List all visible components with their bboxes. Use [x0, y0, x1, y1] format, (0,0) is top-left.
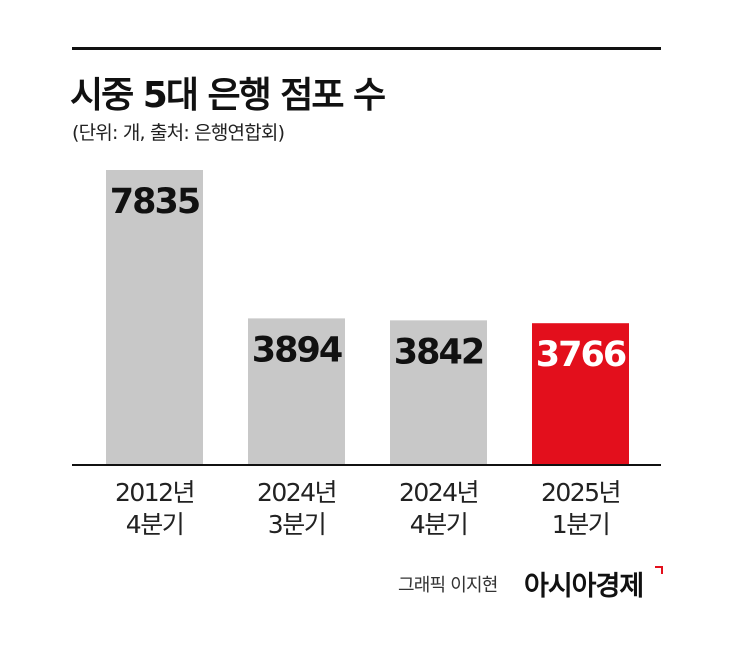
- category-label-line: 4분기: [125, 510, 185, 539]
- bar-2: [390, 320, 487, 465]
- graphic-credit: 그래픽 이지현: [398, 575, 498, 596]
- category-label-3: 2025년 1분기: [511, 477, 651, 541]
- category-label-line: 2024년: [398, 478, 480, 507]
- chart-title: 시중 5대 은행 점포 수: [70, 75, 386, 116]
- category-label-line: 2025년: [540, 478, 622, 507]
- category-label-line: 2024년: [256, 478, 338, 507]
- brand-logo: 아시아경제: [524, 571, 644, 602]
- chart-subtitle: (단위: 개, 출처: 은행연합회): [72, 122, 285, 144]
- category-label-0: 2012년 4분기: [85, 477, 225, 541]
- category-label-2: 2024년 4분기: [369, 477, 509, 541]
- bar-value-label-2: 3842: [394, 332, 483, 372]
- bar-1: [248, 318, 345, 465]
- bar-value-label-0: 7835: [110, 182, 199, 222]
- category-label-line: 4분기: [409, 510, 469, 539]
- category-label-1: 2024년 3분기: [227, 477, 367, 541]
- bar-value-label-1: 3894: [252, 330, 342, 370]
- category-label-line: 2012년: [114, 478, 196, 507]
- top-rule: [72, 47, 661, 50]
- brand-mark-icon: [655, 566, 663, 574]
- category-label-line: 3분기: [267, 510, 327, 539]
- bar-value-label-3: 3766: [536, 335, 626, 375]
- bar-0: [106, 170, 203, 465]
- bar-3: [532, 323, 629, 465]
- category-label-line: 1분기: [551, 510, 611, 539]
